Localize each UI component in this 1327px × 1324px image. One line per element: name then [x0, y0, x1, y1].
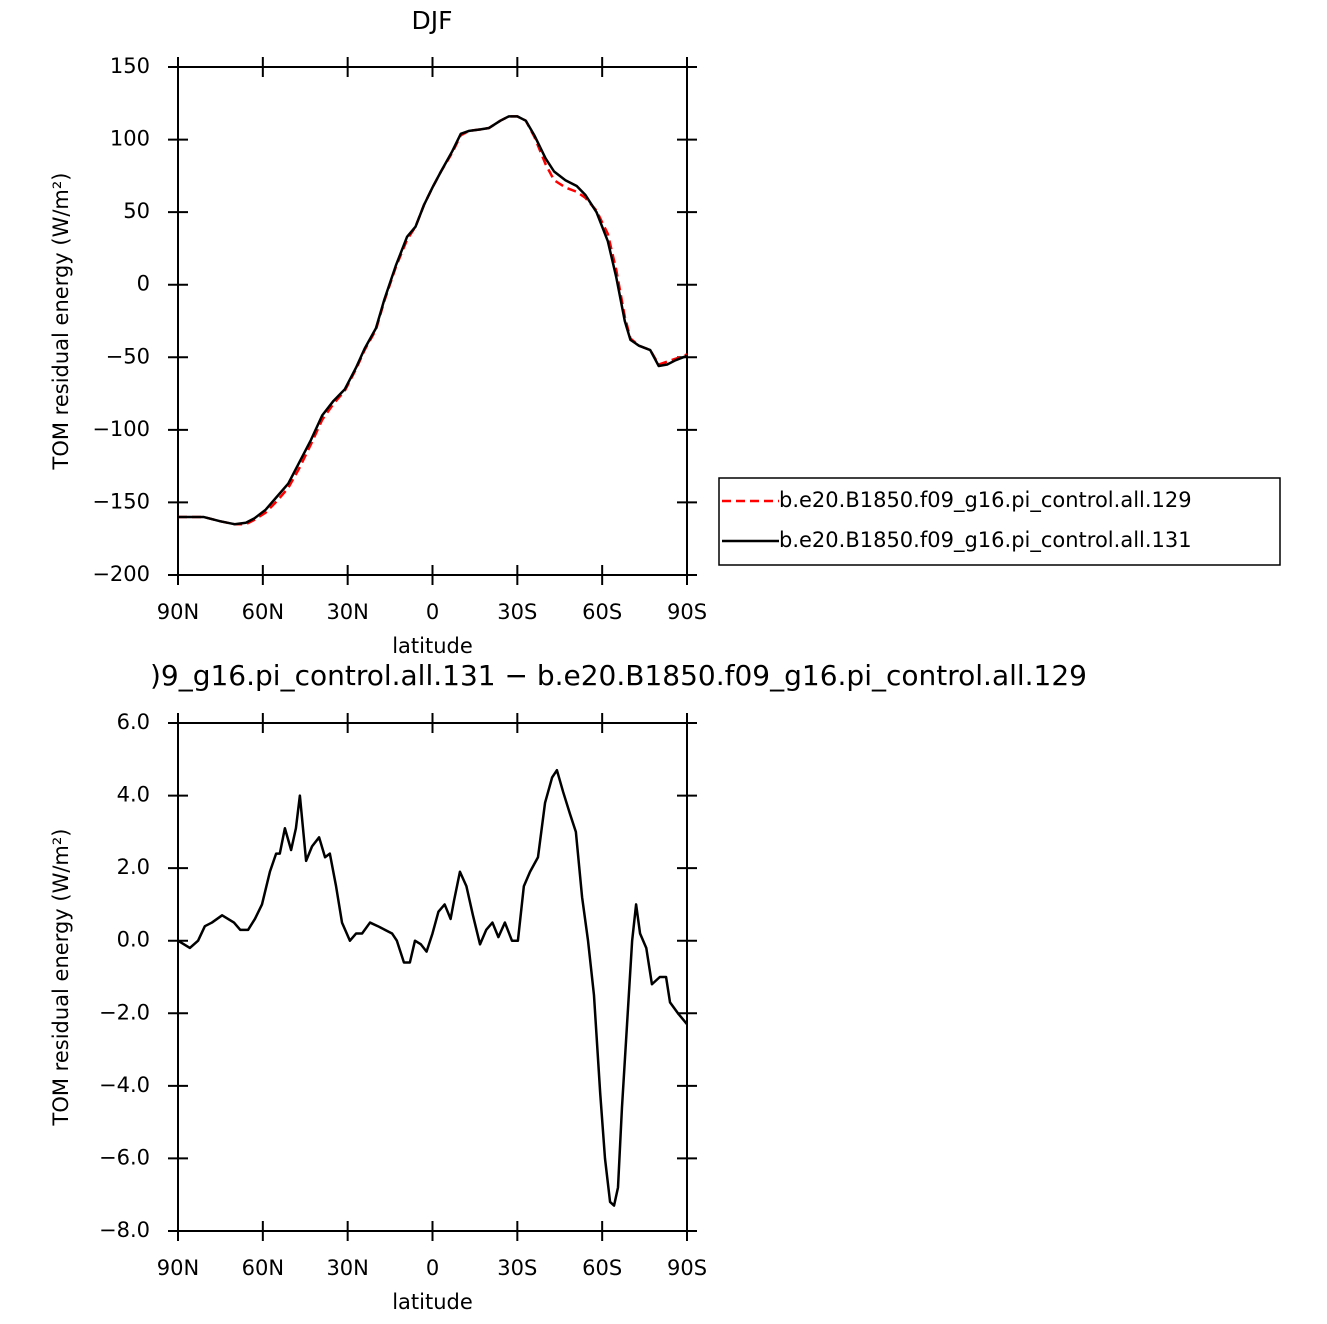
x-tick-label: 0: [426, 1256, 439, 1280]
y-tick-label: 4.0: [117, 783, 150, 807]
y-axis-label: TOM residual energy (W/m²): [49, 173, 73, 471]
x-tick-label: 90N: [157, 600, 199, 624]
x-tick-label: 60S: [582, 600, 622, 624]
y-tick-label: 150: [110, 54, 150, 78]
y-tick-label: −200: [92, 562, 150, 586]
data-line: [177, 768, 688, 1207]
y-axis-label: TOM residual energy (W/m²): [49, 829, 73, 1127]
chart-title: )9_g16.pi_control.all.131 − b.e20.B1850.…: [150, 659, 1087, 692]
x-tick-label: 90N: [157, 1256, 199, 1280]
y-tick-label: 0.0: [117, 928, 150, 952]
y-tick-label: −2.0: [99, 1000, 150, 1024]
x-tick-label: 30S: [497, 600, 537, 624]
y-tick-label: 50: [123, 199, 150, 223]
legend-label: b.e20.B1850.f09_g16.pi_control.all.129: [779, 488, 1192, 513]
y-tick-label: −100: [92, 417, 150, 441]
y-tick-label: 0: [137, 272, 150, 296]
x-tick-label: 60N: [242, 600, 284, 624]
y-tick-label: 6.0: [117, 710, 150, 734]
x-axis-label: latitude: [392, 634, 473, 658]
y-tick-label: 100: [110, 127, 150, 151]
data-line: [178, 115, 688, 526]
plot-frame: [177, 66, 688, 576]
legend-label: b.e20.B1850.f09_g16.pi_control.all.131: [779, 528, 1192, 553]
x-axis-label: latitude: [392, 1290, 473, 1314]
x-tick-label: 30N: [326, 1256, 368, 1280]
x-tick-label: 90S: [667, 600, 707, 624]
x-tick-label: 30S: [497, 1256, 537, 1280]
legend-box: [718, 477, 1281, 566]
x-tick-label: 90S: [667, 1256, 707, 1280]
x-tick-label: 30N: [326, 600, 368, 624]
x-tick-label: 60S: [582, 1256, 622, 1280]
y-tick-label: −6.0: [99, 1145, 150, 1169]
y-tick-label: −8.0: [99, 1218, 150, 1242]
x-tick-label: 0: [426, 600, 439, 624]
x-tick-label: 60N: [242, 1256, 284, 1280]
y-tick-label: −150: [92, 489, 150, 513]
y-tick-label: −4.0: [99, 1073, 150, 1097]
plot-frame: [177, 722, 688, 1232]
y-tick-label: −50: [106, 344, 150, 368]
data-line: [178, 115, 688, 526]
chart-title: DJF: [411, 6, 452, 35]
y-tick-label: 2.0: [117, 855, 150, 879]
